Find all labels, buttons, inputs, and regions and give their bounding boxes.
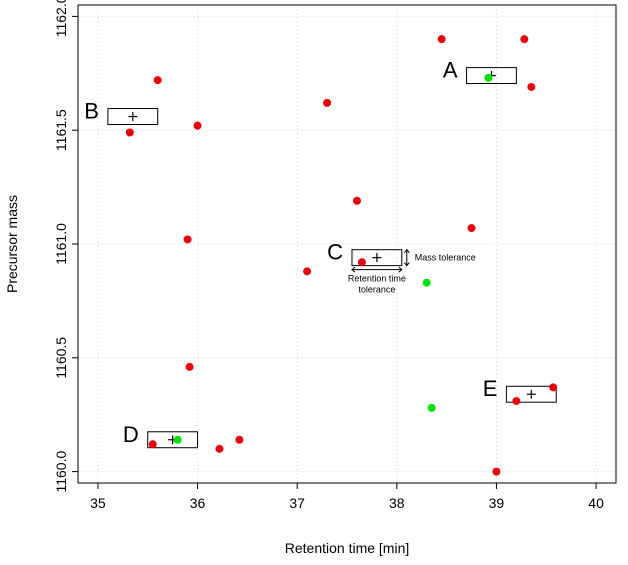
red-point xyxy=(437,35,446,44)
red-point xyxy=(185,362,194,371)
mass-tolerance-arrowhead xyxy=(403,262,410,267)
x-tick-label: 36 xyxy=(190,495,206,511)
red-point xyxy=(323,98,332,107)
x-tick-label: 39 xyxy=(489,495,505,511)
red-point xyxy=(148,440,157,449)
tolerance-box-b xyxy=(107,108,159,125)
data-points xyxy=(125,35,558,476)
y-tick-label: 1161.0 xyxy=(53,223,69,265)
box-label-e: E xyxy=(483,376,498,401)
red-point xyxy=(303,267,312,276)
red-point xyxy=(520,35,529,44)
x-axis-title: Retention time [min] xyxy=(285,540,410,556)
green-point xyxy=(427,403,436,412)
y-axis-title: Precursor mass xyxy=(4,195,20,293)
tolerance-box-c xyxy=(351,249,403,267)
red-point xyxy=(527,82,536,91)
box-label-c: C xyxy=(327,240,343,265)
rt-tolerance-arrowhead xyxy=(351,266,356,273)
x-tick-label: 37 xyxy=(289,495,305,511)
red-point xyxy=(235,435,244,444)
red-point xyxy=(352,196,361,205)
x-tick-label: 38 xyxy=(389,495,405,511)
x-tick-label: 40 xyxy=(588,495,604,511)
rt-tolerance-arrowhead xyxy=(398,266,403,273)
tolerance-box-a xyxy=(466,67,517,85)
mass-tolerance-label: Mass tolerance xyxy=(415,253,476,263)
rt-tolerance-label-line1: Retention time xyxy=(348,274,406,284)
red-point xyxy=(512,397,521,406)
red-point xyxy=(467,224,476,233)
red-point xyxy=(357,258,366,267)
y-tick-label: 1161.5 xyxy=(53,109,69,151)
box-label-b: B xyxy=(84,99,99,124)
box-label-d: D xyxy=(123,422,139,447)
tolerance-box-e xyxy=(505,385,557,403)
green-point xyxy=(173,435,182,444)
y-tick-label: 1162.0 xyxy=(53,0,69,37)
red-point xyxy=(125,128,134,137)
tolerance-boxes: A B C D E xyxy=(84,58,557,449)
red-point xyxy=(183,235,192,244)
red-point xyxy=(492,467,501,476)
red-point xyxy=(215,444,224,453)
green-point xyxy=(484,73,493,82)
axis-ticks: 35 36 37 38 39 40 1160.0 1160.5 1161.0 1161.5 1162… xyxy=(53,0,604,511)
rt-tolerance-label-line2: tolerance xyxy=(358,285,395,295)
tolerance-box-d xyxy=(147,431,199,449)
red-point xyxy=(549,383,558,392)
box-label-a: A xyxy=(443,58,458,83)
y-tick-label: 1160.0 xyxy=(53,451,69,493)
grid xyxy=(78,5,616,483)
red-point xyxy=(153,76,162,85)
y-tick-label: 1160.5 xyxy=(53,337,69,379)
red-point xyxy=(193,121,202,130)
x-tick-label: 35 xyxy=(90,495,106,511)
green-point xyxy=(422,278,431,287)
mass-tolerance-arrowhead xyxy=(403,248,410,254)
